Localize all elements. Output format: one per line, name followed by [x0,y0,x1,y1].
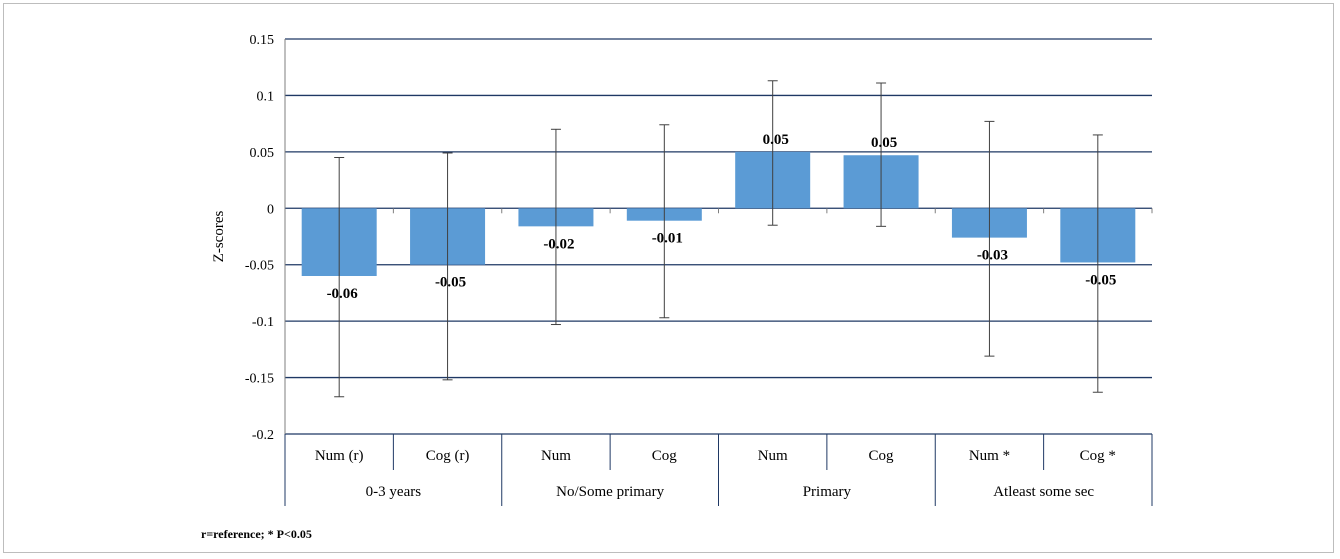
y-tick-label: 0.1 [257,89,275,104]
y-tick-label: -0.1 [252,315,274,330]
category-label: Num [541,448,571,464]
y-tick-label: 0 [267,202,274,217]
y-tick-label: -0.05 [245,259,274,274]
data-label: -0.05 [435,275,466,291]
category-label: Cog (r) [426,448,470,464]
data-label: 0.05 [763,132,789,148]
category-label: Cog [652,448,678,464]
category-label: Cog [869,448,895,464]
group-label: Primary [803,484,852,500]
data-label: -0.02 [543,236,574,252]
data-label: -0.05 [1085,272,1116,288]
y-tick-label: -0.15 [245,372,274,387]
y-tick-label: 0.15 [250,33,275,48]
footnote: r=reference; * P<0.05 [201,527,312,542]
category-label: Num * [969,448,1010,464]
data-label: 0.05 [871,135,897,151]
category-label: Cog * [1080,448,1116,464]
category-label: Num [758,448,788,464]
y-tick-label: -0.2 [252,428,274,443]
data-label: -0.06 [327,286,359,302]
group-label: 0-3 years [366,484,422,500]
y-tick-label: 0.05 [250,146,275,161]
group-label: No/Some primary [556,484,664,500]
category-label: Num (r) [315,448,364,464]
data-label: -0.01 [652,231,683,247]
data-label: -0.03 [977,248,1008,264]
group-label: Atleast some sec [993,484,1094,500]
y-axis-label: Z-scores [211,211,227,263]
